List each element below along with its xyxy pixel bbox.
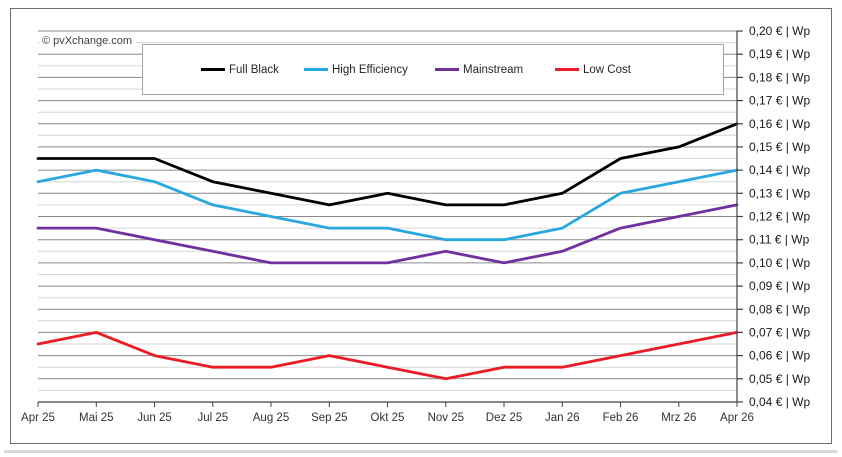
series-line-high-efficiency <box>36 168 739 242</box>
y-axis-tick-label: 0,19 € | Wp <box>749 47 810 61</box>
legend-swatch-high-efficiency <box>304 68 328 71</box>
chart-legend: Full Black High Efficiency Mainstream Lo… <box>142 44 724 95</box>
y-axis-tick-label: 0,16 € | Wp <box>749 117 810 131</box>
x-axis-tick-label: Mai 25 <box>79 412 114 424</box>
legend-label-mainstream: Mainstream <box>463 63 524 76</box>
y-axis-tick-label: 0,10 € | Wp <box>749 256 810 270</box>
x-axis-labels: Apr 25 Mai 25 Jun 25 Jul 25 Aug 25 Sep 25 Okt … <box>21 402 754 424</box>
y-axis-tick-label: 0,20 € | Wp <box>749 24 810 38</box>
legend-label-low-cost: Low Cost <box>583 63 631 76</box>
bottom-divider <box>4 450 838 453</box>
x-axis-tick-label: Aug 25 <box>253 412 289 424</box>
legend-item-high-efficiency: High Efficiency <box>304 45 408 94</box>
y-axis-tick-label: 0,07 € | Wp <box>749 325 810 339</box>
x-axis-tick-label: Mrz 26 <box>661 412 696 424</box>
x-axis-tick-label: Apr 25 <box>21 412 55 424</box>
legend-item-mainstream: Mainstream <box>435 45 523 94</box>
y-axis-labels: 0,20 € | Wp 0,19 € | Wp 0,18 € | Wp 0,17 € … <box>737 24 810 409</box>
legend-label-full-black: Full Black <box>229 63 279 76</box>
y-axis-tick-label: 0,09 € | Wp <box>749 279 810 293</box>
y-axis-tick-label: 0,17 € | Wp <box>749 94 810 108</box>
series-lines <box>36 122 739 381</box>
y-axis-tick-label: 0,15 € | Wp <box>749 140 810 154</box>
x-axis-tick-label: Apr 26 <box>720 412 754 424</box>
copyright-label: © pvXchange.com <box>40 34 137 48</box>
legend-swatch-low-cost <box>555 68 579 71</box>
x-axis-tick-label: Jul 25 <box>197 412 228 424</box>
legend-swatch-mainstream <box>435 68 459 71</box>
y-axis-tick-label: 0,12 € | Wp <box>749 210 810 224</box>
series-line-low-cost <box>36 330 739 381</box>
y-axis-tick-label: 0,13 € | Wp <box>749 186 810 200</box>
x-axis-tick-label: Dez 25 <box>486 412 522 424</box>
x-axis-tick-label: Jun 25 <box>137 412 172 424</box>
series-line-mainstream <box>36 203 739 265</box>
x-axis-tick-label: Sep 25 <box>311 412 347 424</box>
legend-swatch-full-black <box>201 68 225 71</box>
x-axis-tick-label: Jan 26 <box>545 412 580 424</box>
y-axis-tick-label: 0,06 € | Wp <box>749 349 810 363</box>
legend-item-full-black: Full Black <box>201 45 279 94</box>
series-line-full-black <box>36 122 739 207</box>
x-axis-tick-label: Okt 25 <box>371 412 405 424</box>
y-axis-tick-label: 0,18 € | Wp <box>749 70 810 84</box>
x-axis-tick-label: Feb 26 <box>603 412 639 424</box>
y-axis-tick-label: 0,14 € | Wp <box>749 163 810 177</box>
legend-label-high-efficiency: High Efficiency <box>332 63 408 76</box>
y-axis-tick-label: 0,08 € | Wp <box>749 302 810 316</box>
y-axis-tick-label: 0,05 € | Wp <box>749 372 810 386</box>
x-axis-tick-label: Nov 25 <box>428 412 464 424</box>
legend-item-low-cost: Low Cost <box>555 45 631 94</box>
y-axis-tick-label: 0,04 € | Wp <box>749 395 810 409</box>
y-axis-tick-label: 0,11 € | Wp <box>749 233 810 247</box>
